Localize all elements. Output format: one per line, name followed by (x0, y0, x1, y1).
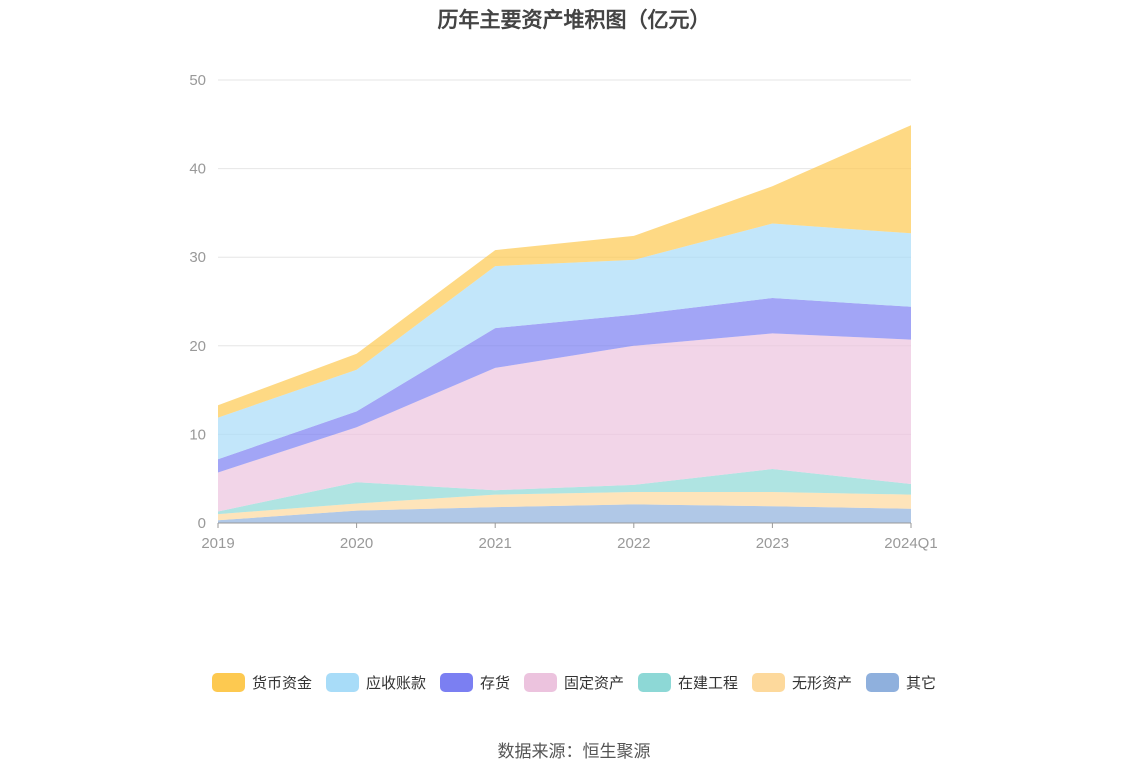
x-tick-label: 2023 (756, 535, 789, 552)
area-series-其它 (218, 504, 911, 523)
legend-swatch (439, 673, 473, 692)
y-tick-label: 0 (198, 515, 206, 532)
legend: 货币资金 应收账款 存货 固定资产 在建工程 无形资产 其它 (0, 672, 1148, 693)
legend-swatch (866, 673, 900, 692)
x-tick-label: 2022 (617, 535, 650, 552)
legend-label: 存货 (479, 674, 510, 692)
y-tick-label: 10 (189, 426, 206, 443)
legend-swatch (752, 673, 786, 692)
x-tick-label: 2020 (340, 535, 373, 552)
chart-title: 历年主要资产堆积图（亿元） (437, 8, 711, 32)
legend-label: 其它 (906, 674, 937, 692)
legend-swatch (211, 673, 245, 692)
x-tick-label: 2021 (479, 535, 512, 552)
legend-label: 固定资产 (563, 674, 624, 692)
legend-item[interactable]: 应收账款 (325, 672, 426, 693)
axes: 0 10 20 30 40 50 2019 2020 2021 2022 2023 2024Q1 (189, 72, 937, 552)
legend-label: 应收账款 (365, 674, 426, 692)
legend-label: 货币资金 (251, 674, 312, 692)
legend-label: 在建工程 (678, 674, 739, 692)
legend-swatch (325, 673, 359, 692)
legend-item[interactable]: 货币资金 (211, 672, 312, 693)
area-series-固定资产 (218, 333, 911, 512)
legend-item[interactable]: 其它 (866, 672, 936, 693)
y-tick-label: 20 (189, 338, 206, 355)
data-source-note: 数据来源：恒生聚源 (497, 742, 651, 762)
legend-item[interactable]: 固定资产 (523, 672, 624, 693)
area-series-应收账款 (218, 223, 911, 460)
legend-swatch (523, 673, 557, 692)
legend-item[interactable]: 无形资产 (752, 672, 852, 693)
legend-item[interactable]: 在建工程 (638, 672, 738, 693)
area-series-货币资金 (218, 125, 911, 418)
area-series-存货 (218, 298, 911, 473)
x-tick-label: 2024Q1 (884, 535, 937, 552)
area-series (218, 125, 911, 523)
y-tick-label: 40 (189, 161, 206, 178)
area-series-在建工程 (218, 469, 911, 515)
legend-label: 无形资产 (792, 674, 853, 692)
y-tick-label: 30 (189, 249, 206, 266)
legend-item[interactable]: 存货 (439, 672, 510, 693)
y-tick-label: 50 (189, 72, 206, 89)
legend-swatch (638, 673, 671, 692)
area-series-无形资产 (218, 492, 911, 521)
x-tick-label: 2019 (201, 535, 234, 552)
